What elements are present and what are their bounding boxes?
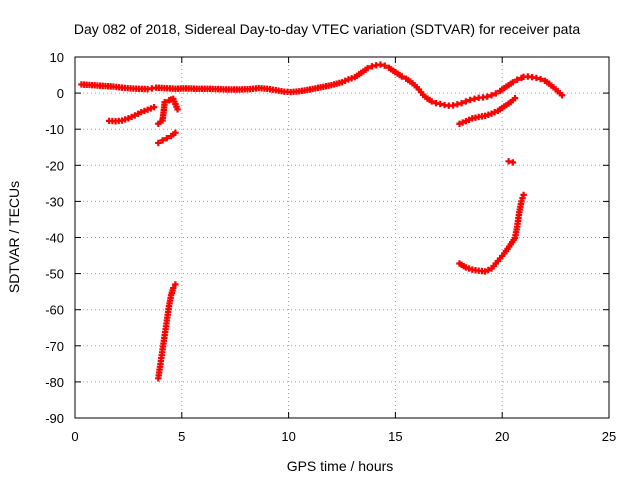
y-tick-label: -40 (45, 231, 64, 246)
data-point (364, 64, 371, 72)
data-point (488, 92, 495, 99)
x-tick-label: 15 (388, 429, 402, 444)
data-point (381, 62, 388, 69)
y-tick-label: 10 (50, 50, 64, 65)
data-series (155, 129, 179, 147)
chart-title: Day 082 of 2018, Sidereal Day-to-day VTE… (74, 21, 581, 37)
data-series (78, 61, 566, 109)
x-tick-label: 0 (71, 429, 78, 444)
data-point (492, 90, 499, 97)
data-series (456, 94, 519, 127)
data-point (161, 98, 168, 106)
x-tick-label: 10 (281, 429, 295, 444)
data-point (174, 106, 181, 113)
data-point (509, 159, 517, 166)
y-tick-label: -60 (45, 303, 64, 318)
y-tick-label: -30 (45, 194, 64, 209)
y-tick-label: 0 (57, 86, 64, 101)
data-series (456, 191, 527, 275)
y-tick-label: -20 (45, 158, 64, 173)
data-point (513, 76, 521, 83)
data-point (537, 75, 544, 83)
data-point (155, 139, 162, 147)
x-tick-label: 25 (602, 429, 616, 444)
data-point (509, 79, 517, 86)
x-tick-label: 5 (178, 429, 185, 444)
data-point (520, 191, 527, 199)
y-tick-label: -80 (45, 375, 64, 390)
data-series (155, 95, 181, 127)
data-point (159, 137, 166, 144)
x-tick-label: 20 (495, 429, 509, 444)
data-point (484, 93, 491, 100)
data-point (458, 100, 465, 107)
data-point (163, 135, 171, 142)
data-point (170, 284, 177, 292)
data-point (428, 98, 435, 105)
data-series (155, 281, 179, 382)
data-point (558, 92, 566, 99)
data-layer (78, 61, 566, 382)
y-axis-label: SDTVAR / TECUs (6, 181, 22, 293)
grid (75, 57, 609, 418)
ticks: 0 5 10 15 20 25 10 0 -10 -20 -30 -40 -50 -60 -70 -80 -90 (45, 50, 616, 444)
y-tick-label: -10 (45, 122, 64, 137)
y-tick-label: -90 (45, 411, 64, 426)
data-point (150, 103, 158, 111)
data-point (462, 98, 470, 105)
data-point (511, 94, 519, 102)
data-point (172, 129, 179, 137)
data-series (505, 158, 517, 166)
data-series (105, 103, 158, 125)
y-tick-label: -70 (45, 339, 64, 354)
data-point (398, 73, 406, 80)
x-axis-label: GPS time / hours (287, 458, 394, 474)
data-point (172, 281, 179, 288)
y-tick-label: -50 (45, 267, 64, 282)
